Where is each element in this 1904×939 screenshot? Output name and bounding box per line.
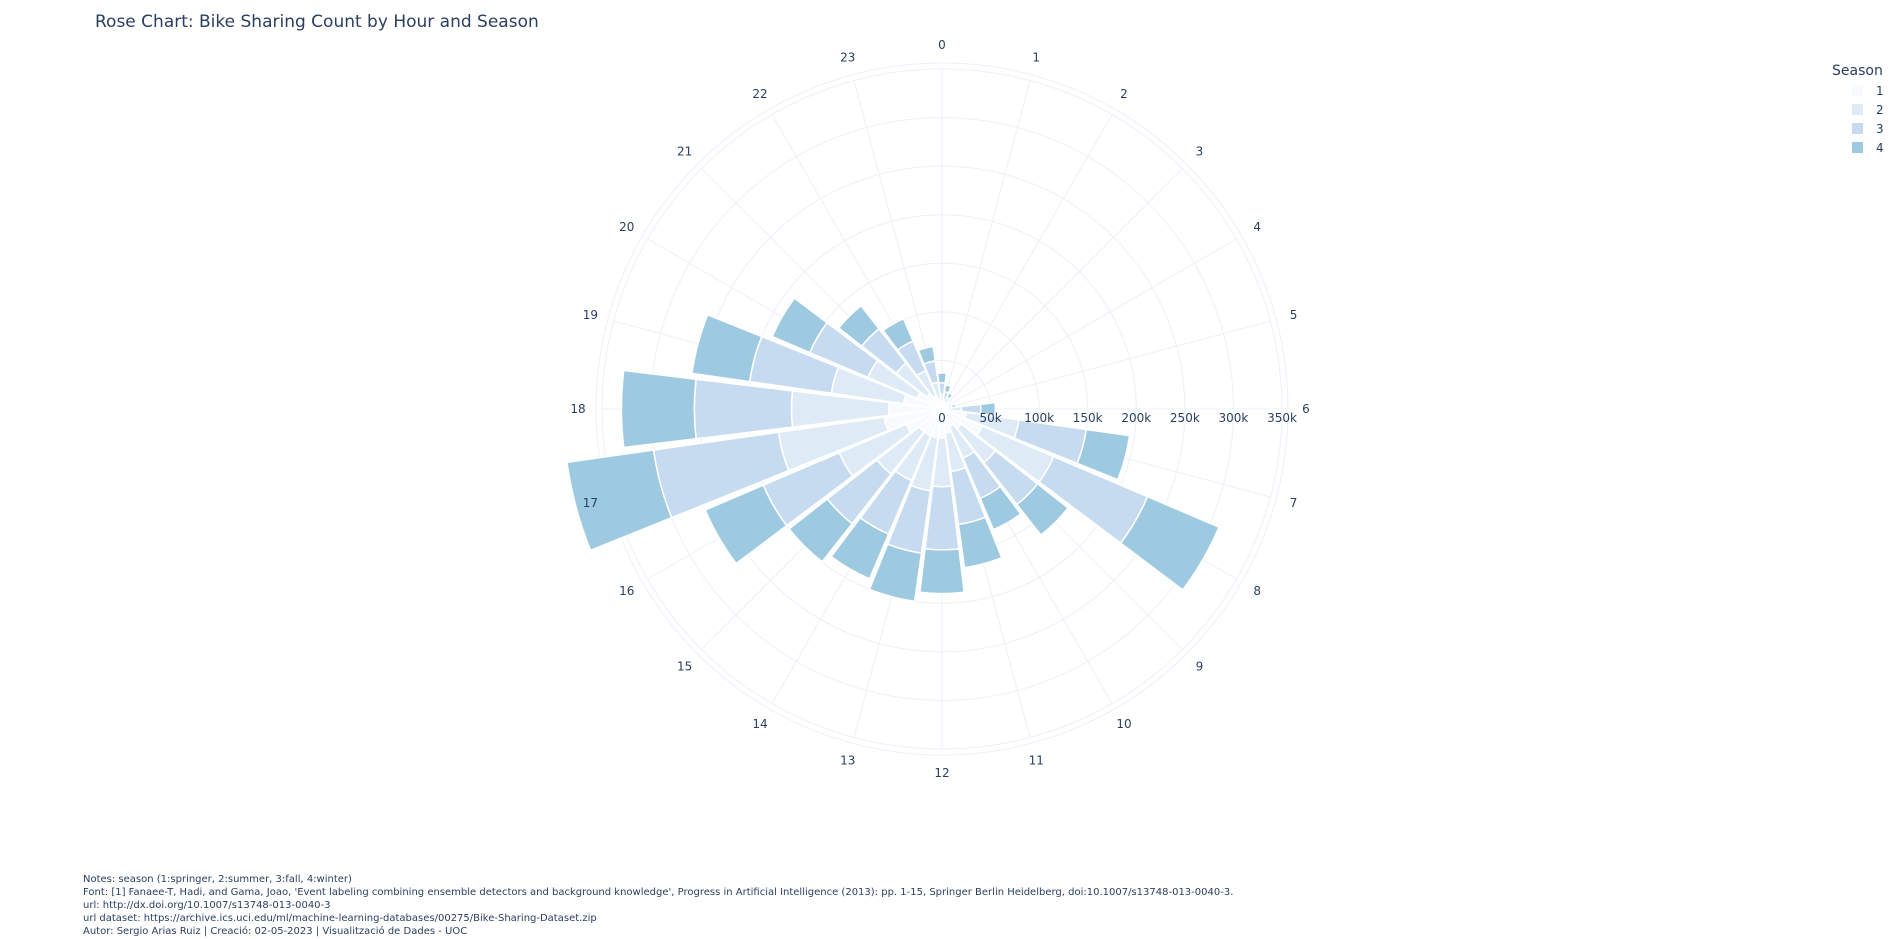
rose-bar-segment[interactable]: [788, 497, 854, 563]
rose-bar-segment[interactable]: [566, 449, 673, 552]
legend-title: Season: [1832, 63, 1883, 79]
legend-label: 1: [1876, 83, 1884, 98]
angular-tick-label: 14: [752, 717, 767, 731]
angular-tick-label: 2: [1120, 87, 1128, 101]
radial-tick-label: 300k: [1218, 411, 1248, 425]
rose-bar-segment[interactable]: [979, 401, 997, 417]
rose-bar-segment[interactable]: [882, 317, 915, 352]
rose-bars: [566, 297, 1220, 603]
legend-swatch: [1852, 142, 1863, 153]
legend-label: 3: [1876, 121, 1884, 136]
angular-tick-label: 10: [1116, 717, 1131, 731]
rose-bar-segment[interactable]: [868, 543, 923, 603]
angular-tick-label: 16: [619, 584, 634, 598]
angular-gridline: [941, 238, 1237, 410]
angular-tick-label: 18: [570, 402, 585, 416]
note-line: url dataset: https://archive.ics.uci.edu…: [83, 913, 597, 924]
rose-bar-segment[interactable]: [979, 485, 1022, 531]
legend-label: 4: [1876, 140, 1884, 155]
angular-tick-label: 15: [677, 659, 692, 673]
rose-bar-segment[interactable]: [1076, 428, 1131, 481]
note-line: Font: [1] Fanaee-T, Hadi, and Gama, Joao…: [83, 887, 1234, 898]
rose-bar-segment[interactable]: [830, 516, 890, 580]
rose-bar-segment[interactable]: [957, 516, 1003, 569]
rose-bar-segment[interactable]: [1015, 482, 1070, 537]
legend-item-season-1[interactable]: 1: [1832, 81, 1898, 100]
angular-tick-label: 17: [583, 496, 598, 510]
angular-tick-label: 8: [1253, 584, 1261, 598]
angular-tick-label: 5: [1290, 308, 1298, 322]
legend-swatch: [1852, 123, 1863, 134]
legend: Season 1 2 3 4: [1832, 63, 1898, 157]
rose-bar-segment[interactable]: [918, 548, 966, 595]
chart-title: Rose Chart: Bike Sharing Count by Hour a…: [95, 12, 539, 32]
angular-tick-label: 0: [938, 38, 946, 52]
rose-bar-segment[interactable]: [837, 304, 881, 348]
legend-label: 2: [1876, 102, 1884, 117]
rose-bar-segment[interactable]: [771, 297, 829, 354]
rose-bar-segment[interactable]: [943, 384, 953, 394]
rose-bar-segment[interactable]: [945, 391, 954, 400]
rose-bar-segment[interactable]: [936, 372, 948, 384]
angular-tick-label: 3: [1196, 145, 1204, 159]
angular-tick-label: 12: [934, 766, 949, 780]
rose-bar-segment[interactable]: [693, 378, 794, 440]
radial-tick-label: 200k: [1121, 411, 1151, 425]
rose-bar-segment[interactable]: [1119, 495, 1220, 591]
angular-tick-label: 22: [752, 87, 767, 101]
radial-tick-label: 150k: [1073, 411, 1103, 425]
angular-tick-label: 1: [1032, 50, 1040, 64]
note-line: url: http://dx.doi.org/10.1007/s13748-01…: [83, 900, 331, 911]
angular-tick-label: 7: [1290, 496, 1298, 510]
footnotes: Notes: season (1:springer, 2:summer, 3:f…: [83, 873, 1233, 938]
legend-swatch: [1852, 104, 1863, 115]
angular-gridline: [941, 168, 1183, 410]
radial-tick-label: 100k: [1024, 411, 1054, 425]
angular-gridline: [941, 80, 1031, 410]
angular-tick-label: 4: [1253, 220, 1261, 234]
radial-tick-label: 0: [938, 411, 946, 425]
legend-item-season-4[interactable]: 4: [1832, 138, 1898, 157]
angular-tick-label: 23: [840, 50, 855, 64]
radial-tick-label: 50k: [979, 411, 1001, 425]
angular-tick-label: 19: [583, 308, 598, 322]
rose-bar-segment[interactable]: [944, 401, 950, 407]
angular-tick-label: 6: [1302, 402, 1310, 416]
angular-axis-line: [595, 62, 1289, 756]
angular-gridline: [941, 114, 1113, 410]
legend-item-season-3[interactable]: 3: [1832, 119, 1898, 138]
legend-swatch: [1852, 85, 1863, 96]
angular-gridline: [941, 320, 1271, 410]
rose-bar-segment[interactable]: [691, 313, 763, 383]
angular-tick-label: 21: [677, 145, 692, 159]
note-line: Autor: Sergio Arias Ruiz | Creació: 02-0…: [83, 926, 468, 937]
radial-axis-labels: 0 50k 100k 150k 200k 250k 300k 350k: [938, 411, 1297, 425]
rose-bar-segment[interactable]: [704, 484, 788, 565]
legend-item-season-2[interactable]: 2: [1832, 100, 1898, 119]
radial-tick-label: 250k: [1170, 411, 1200, 425]
angular-tick-label: 13: [840, 754, 855, 768]
rose-bar-segment[interactable]: [620, 369, 697, 449]
angular-tick-label: 11: [1029, 754, 1044, 768]
rose-bar-segment[interactable]: [917, 345, 937, 365]
angular-tick-label: 20: [619, 220, 634, 234]
angular-tick-label: 9: [1196, 659, 1204, 673]
note-line: Notes: season (1:springer, 2:summer, 3:f…: [83, 874, 352, 885]
radial-tick-label: 350k: [1267, 411, 1297, 425]
